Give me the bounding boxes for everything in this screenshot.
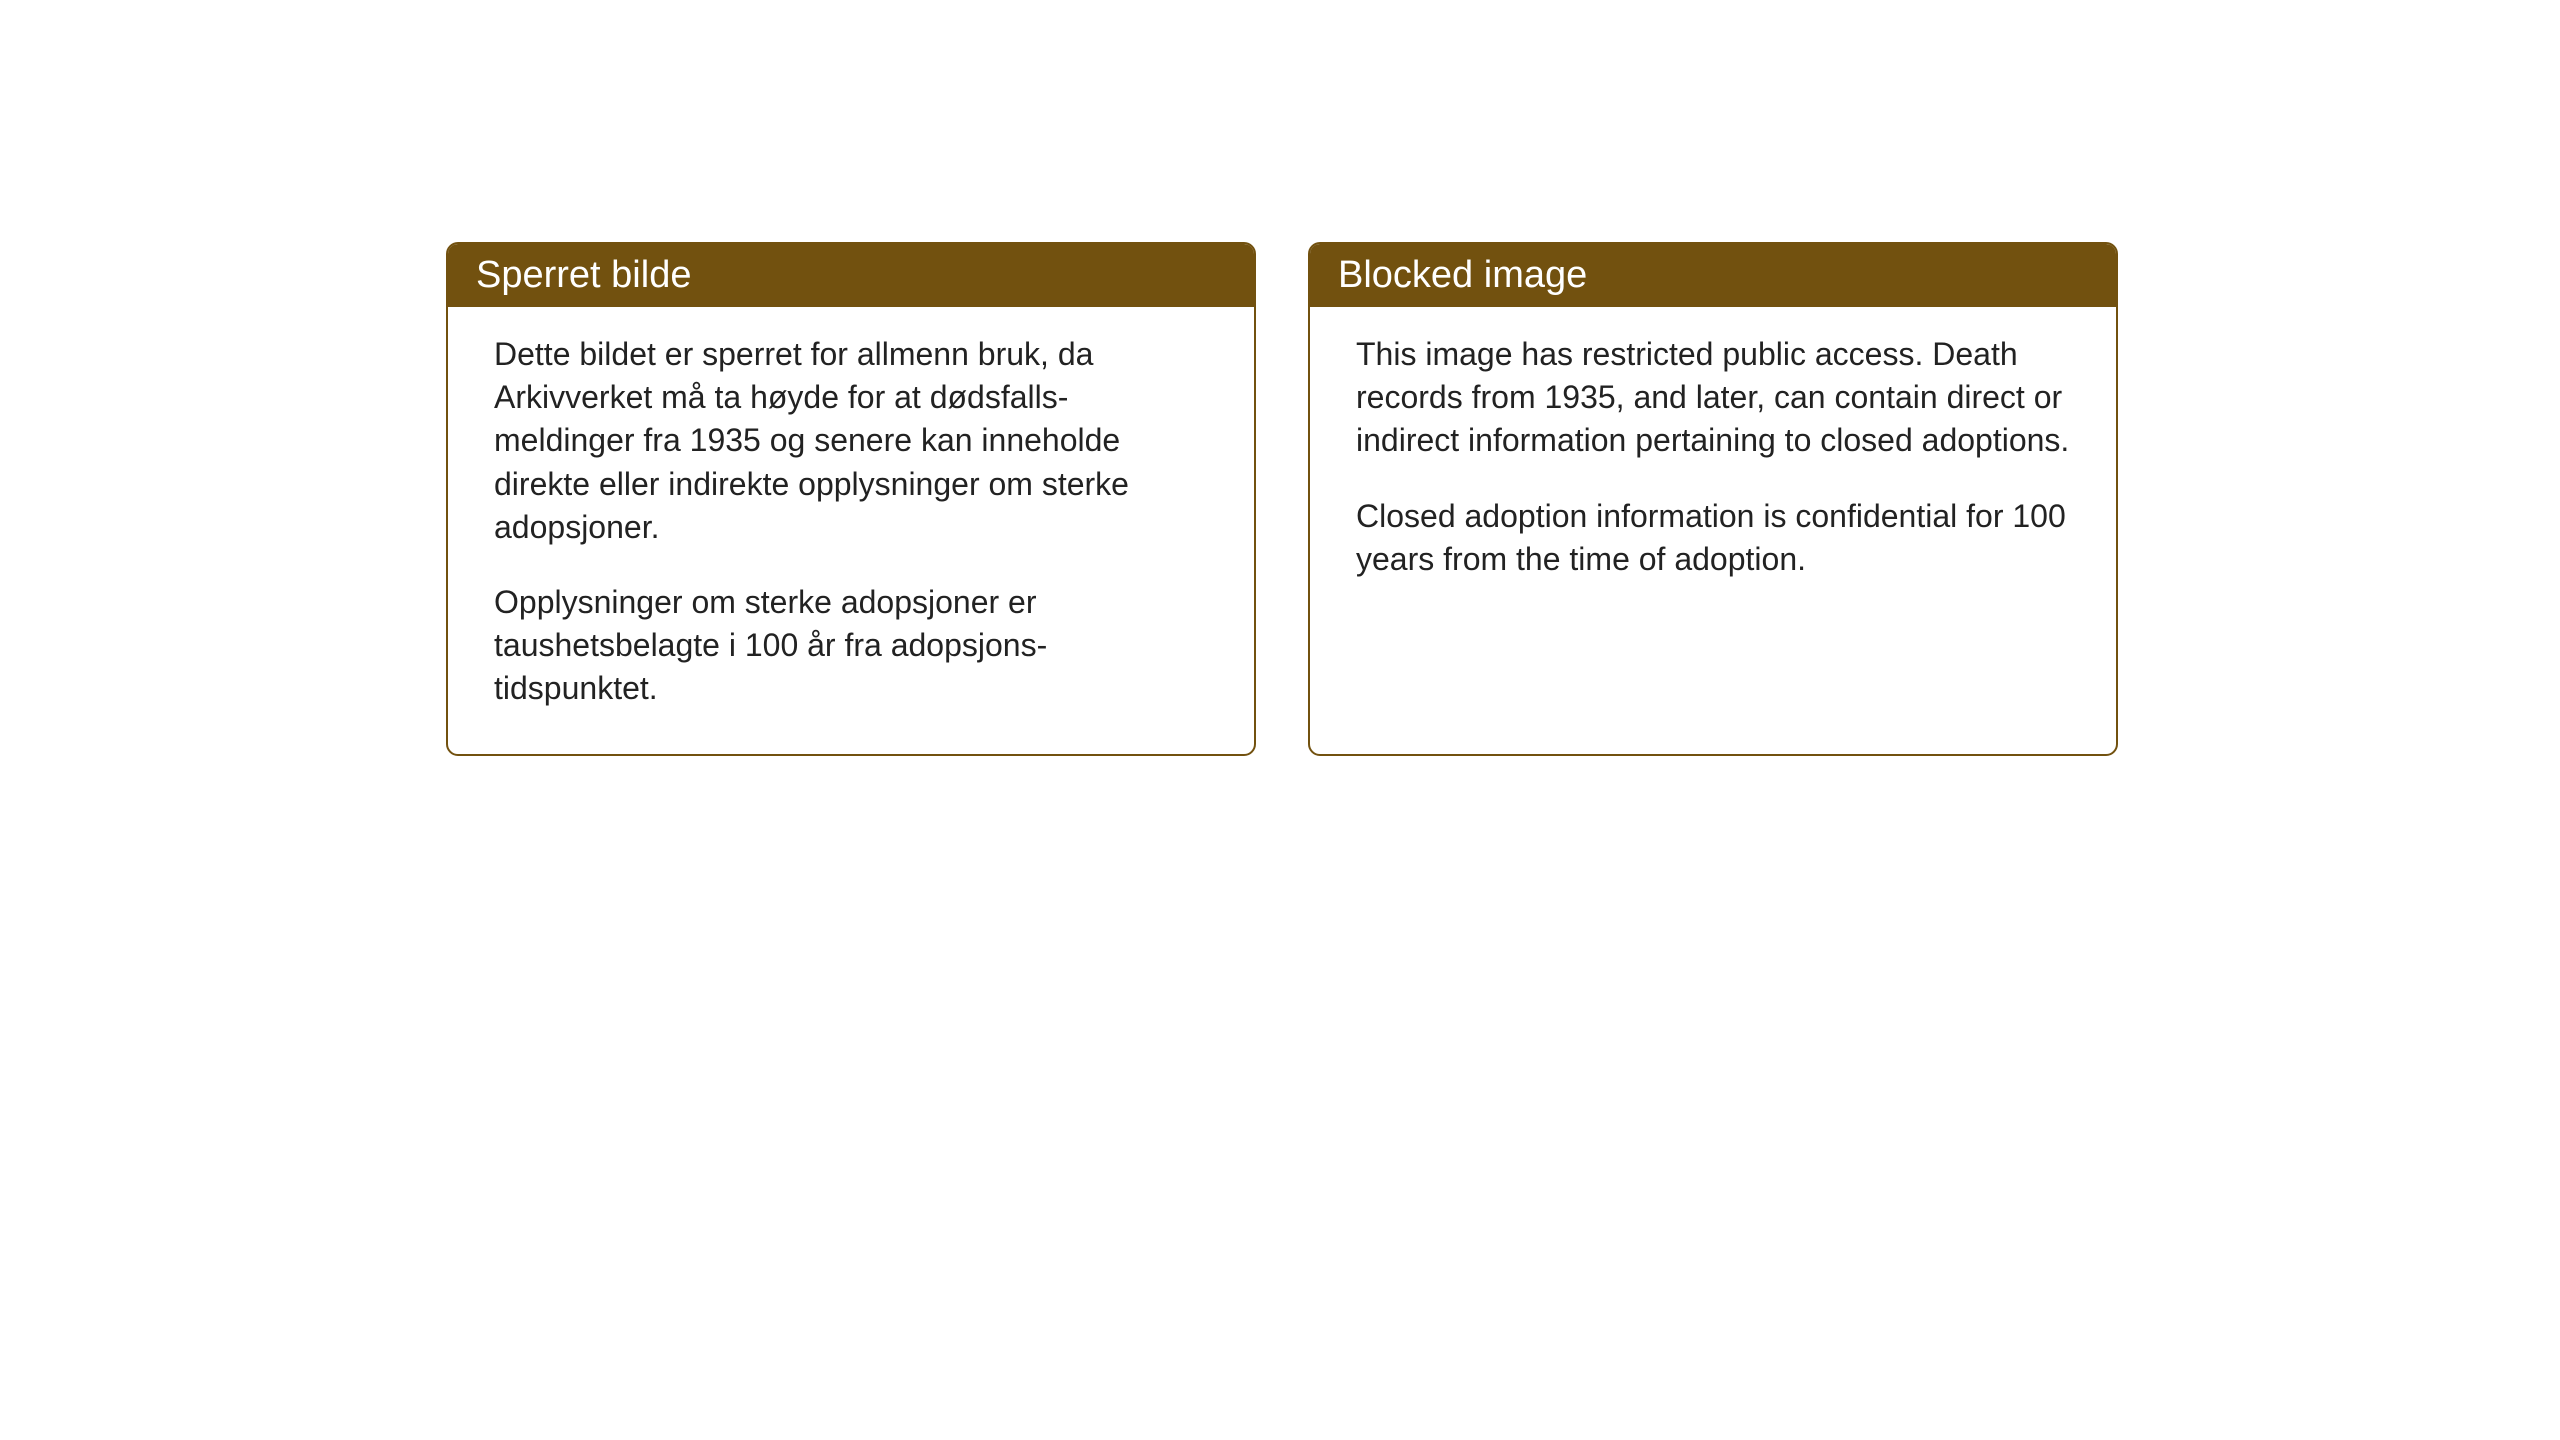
notice-box-english: Blocked image This image has restricted … <box>1308 242 2118 756</box>
notice-body-norwegian: Dette bildet er sperret for allmenn bruk… <box>448 307 1254 753</box>
notice-paragraph: Opplysninger om sterke adopsjoner er tau… <box>494 581 1208 711</box>
notice-paragraph: This image has restricted public access.… <box>1356 333 2070 463</box>
notice-paragraph: Dette bildet er sperret for allmenn bruk… <box>494 333 1208 549</box>
notice-header-english: Blocked image <box>1310 244 2116 307</box>
notice-box-norwegian: Sperret bilde Dette bildet er sperret fo… <box>446 242 1256 756</box>
notice-header-norwegian: Sperret bilde <box>448 244 1254 307</box>
notice-container: Sperret bilde Dette bildet er sperret fo… <box>0 0 2560 756</box>
notice-body-english: This image has restricted public access.… <box>1310 307 2116 623</box>
notice-paragraph: Closed adoption information is confident… <box>1356 495 2070 581</box>
